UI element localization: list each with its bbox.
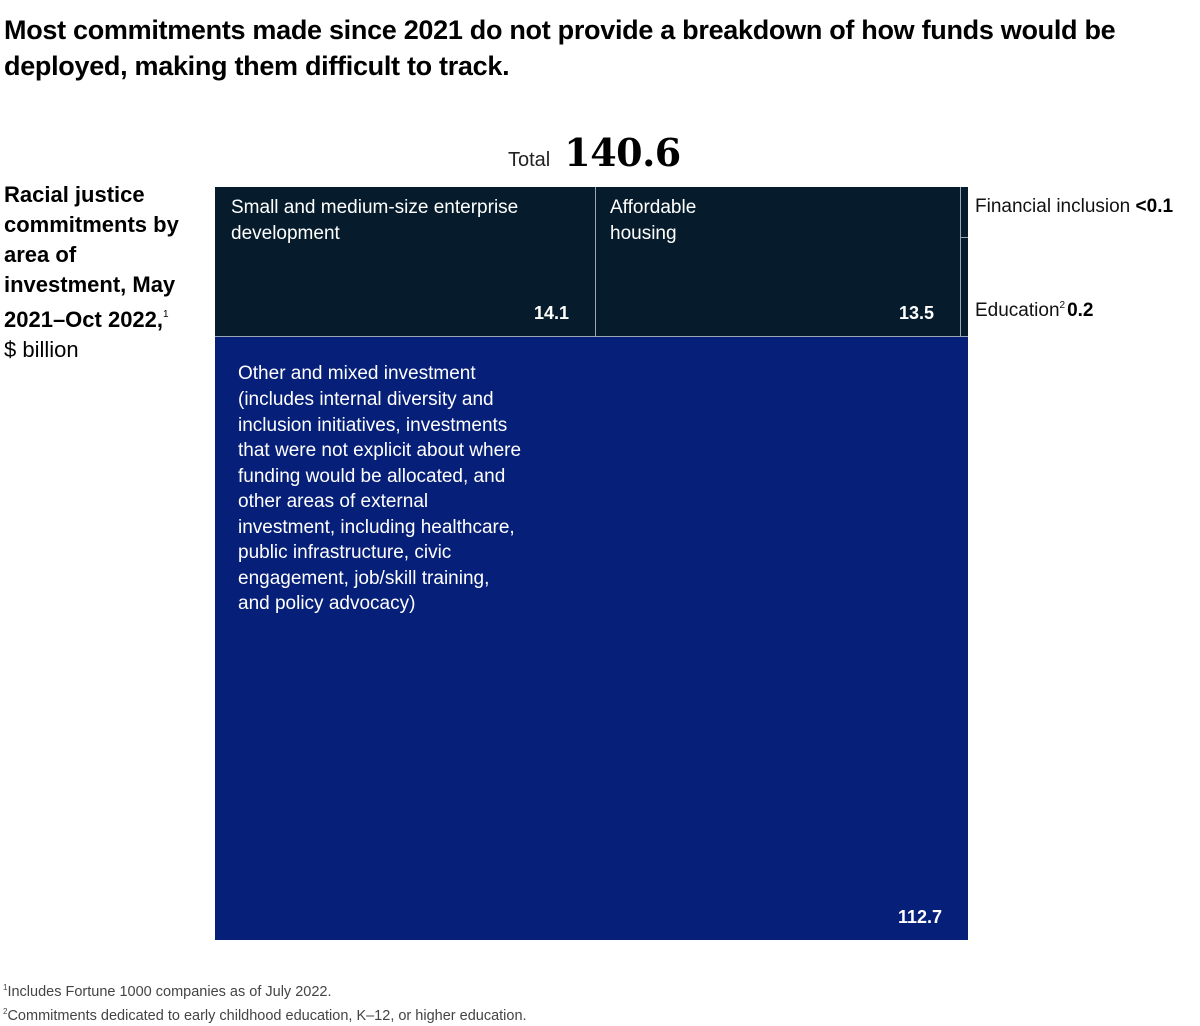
tile-affordable-housing: Affordable housing 13.5 bbox=[596, 187, 961, 336]
footnotes: 1Includes Fortune 1000 companies as of J… bbox=[3, 978, 527, 1026]
total-readout: Total 140.6 bbox=[508, 130, 681, 180]
footnote-ref-2: 2 bbox=[1059, 300, 1066, 311]
tile-description: (includes internal diversity and inclusi… bbox=[238, 389, 522, 614]
tile-value: 13.5 bbox=[898, 303, 934, 323]
subtitle-text: Racial justice commitments by area of in… bbox=[4, 182, 179, 332]
tile-sme-development: Small and medium-size enterprise develop… bbox=[215, 187, 596, 336]
footnote-1: 1Includes Fortune 1000 companies as of J… bbox=[3, 983, 332, 1000]
tile-value: 14.1 bbox=[533, 303, 569, 323]
tile-label: Affordable housing bbox=[610, 197, 697, 244]
chart-title: Most commitments made since 2021 do not … bbox=[4, 15, 1116, 81]
label-education: Education2 0.2 bbox=[975, 300, 1094, 321]
unit-label: $ billion bbox=[4, 337, 79, 362]
tile-other-mixed-investment: Other and mixed investment (includes int… bbox=[215, 336, 968, 940]
value-education: 0.2 bbox=[1067, 300, 1094, 321]
chart-subtitle: Racial justice commitments by area of in… bbox=[4, 180, 204, 365]
footnote-ref-1: 1 bbox=[163, 309, 169, 320]
tile-label: Small and medium-size enterprise develop… bbox=[231, 197, 519, 244]
tile-education bbox=[961, 238, 968, 336]
value-financial-inclusion: <0.1 bbox=[1135, 196, 1174, 217]
treemap: Small and medium-size enterprise develop… bbox=[215, 187, 968, 940]
footnote-2: 2Commitments dedicated to early childhoo… bbox=[3, 1007, 527, 1024]
tile-title: Other and mixed investment bbox=[238, 363, 476, 384]
tile-value: 112.7 bbox=[897, 907, 942, 927]
tile-financial-inclusion bbox=[961, 187, 968, 238]
label-financial-inclusion: Financial inclusion <0.1 bbox=[975, 196, 1174, 217]
total-value: 140.6 bbox=[564, 130, 681, 175]
total-label: Total bbox=[508, 149, 551, 171]
tile-label: Other and mixed investment (includes int… bbox=[238, 361, 523, 617]
